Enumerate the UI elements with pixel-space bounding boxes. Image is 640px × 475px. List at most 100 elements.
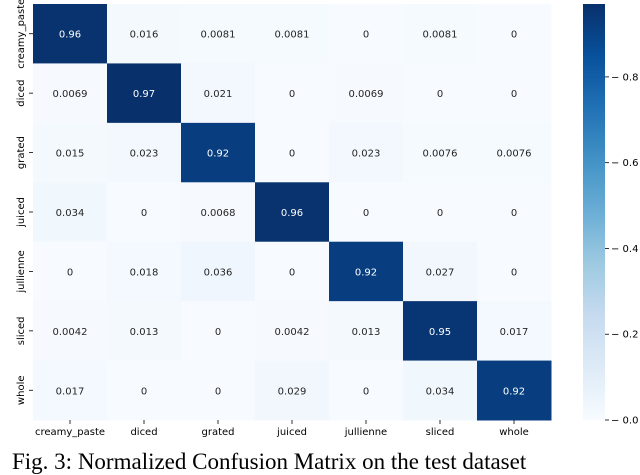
heatmap-cell-1-3	[255, 63, 330, 124]
cell-value-label: 0	[363, 386, 369, 397]
cell-value-label: 0.0042	[53, 327, 88, 338]
cell-value-label: 0.0076	[497, 149, 532, 160]
colorbar: − 0.0 − 0.2 − 0.4 − 0.6 − 0.8	[583, 4, 638, 427]
figure-caption: Fig. 3: Normalized Confusion Matrix on t…	[12, 449, 527, 474]
cell-value-label: 0	[215, 386, 221, 397]
x-tick-label-diced: diced	[130, 427, 157, 438]
heatmap-cell-3-6	[477, 182, 552, 243]
colorbar-tick-label: − 0.8	[611, 72, 638, 83]
heatmap-cell-6-2	[181, 360, 256, 421]
heatmap-cell-4-4	[329, 241, 404, 302]
x-tick-labels: creamy_paste diced grated juiced jullienne sl…	[35, 420, 529, 438]
colorbar-tick-label: − 0.6	[611, 158, 638, 169]
cell-value-label: 0	[363, 208, 369, 219]
cell-value-label: 0	[67, 267, 73, 278]
x-tick-label-sliced: sliced	[426, 427, 455, 438]
x-tick-label-juiced: juiced	[276, 427, 307, 438]
cell-value-label: 0	[215, 327, 221, 338]
cell-value-label: 0.0042	[275, 327, 310, 338]
heatmap-cell-2-5	[403, 122, 478, 183]
heatmap-cells: 0.96 0.016 0.0081 0.0081 0 0.0081 0 0.0069 0.97 0…	[33, 4, 552, 421]
cell-value-label: 0	[289, 149, 295, 160]
heatmap-cell-6-5	[403, 360, 478, 421]
heatmap-cell-0-5	[403, 4, 478, 64]
cell-value-label: 0.92	[503, 386, 525, 397]
heatmap-cell-1-4	[329, 63, 404, 124]
cell-value-label: 0	[363, 30, 369, 41]
cell-value-label: 0.013	[352, 327, 381, 338]
cell-value-label: 0.027	[426, 267, 455, 278]
y-tick-label-grated: grated	[16, 136, 27, 169]
cell-value-label: 0.0081	[201, 30, 236, 41]
y-tick-label-creamy_paste: creamy_paste	[16, 0, 27, 69]
cell-value-label: 0	[511, 267, 517, 278]
cell-value-label: 0.92	[355, 267, 377, 278]
heatmap-cell-1-6	[477, 63, 552, 124]
heatmap-cell-6-6	[477, 360, 552, 421]
heatmap-cell-4-1	[107, 241, 182, 302]
colorbar-gradient	[583, 4, 605, 420]
heatmap-cell-1-1	[107, 63, 182, 124]
cell-value-label: 0	[437, 89, 443, 100]
cell-value-label: 0.016	[130, 30, 159, 41]
heatmap-cell-3-2	[181, 182, 256, 243]
cell-value-label: 0.036	[204, 267, 233, 278]
heatmap-cell-0-3	[255, 4, 330, 64]
x-tick-label-grated: grated	[201, 427, 234, 438]
cell-value-label: 0.0076	[423, 149, 458, 160]
cell-value-label: 0.0081	[275, 30, 310, 41]
heatmap-cell-4-5	[403, 241, 478, 302]
heatmap-cell-3-0	[33, 182, 108, 243]
cell-value-label: 0.95	[429, 327, 451, 338]
heatmap-cell-0-0	[33, 4, 108, 64]
heatmap-cell-3-5	[403, 182, 478, 243]
cell-value-label: 0.034	[426, 386, 455, 397]
cell-value-label: 0.96	[281, 208, 303, 219]
cell-value-label: 0	[141, 208, 147, 219]
heatmap-cell-2-4	[329, 122, 404, 183]
heatmap-cell-0-6	[477, 4, 552, 64]
heatmap-cell-3-3	[255, 182, 330, 243]
x-tick-label-whole: whole	[499, 427, 529, 438]
cell-value-label: 0.023	[352, 149, 381, 160]
y-tick-label-diced: diced	[16, 80, 27, 107]
cell-value-label: 0.0068	[201, 208, 236, 219]
cell-value-label: 0	[141, 386, 147, 397]
cell-value-label: 0.017	[500, 327, 529, 338]
heatmap-cell-5-4	[329, 301, 404, 362]
heatmap-cell-5-6	[477, 301, 552, 362]
heatmap-cell-4-6	[477, 241, 552, 302]
heatmap-cell-2-6	[477, 122, 552, 183]
heatmap-cell-6-3	[255, 360, 330, 421]
cell-value-label: 0.0081	[423, 30, 458, 41]
heatmap-cell-4-0	[33, 241, 108, 302]
x-tick-label-creamy_paste: creamy_paste	[35, 427, 105, 438]
cell-value-label: 0.018	[130, 267, 159, 278]
heatmap-cell-5-0	[33, 301, 108, 362]
heatmap-cell-0-1	[107, 4, 182, 64]
heatmap-cell-4-3	[255, 241, 330, 302]
y-tick-label-whole: whole	[16, 375, 27, 405]
colorbar-tick-label: − 0.2	[611, 330, 638, 341]
cell-value-label: 0.034	[56, 208, 85, 219]
cell-value-label: 0.96	[59, 30, 81, 41]
heatmap-cell-1-2	[181, 63, 256, 124]
x-tick-label-jullienne: jullienne	[344, 427, 387, 438]
cell-value-label: 0.015	[56, 149, 85, 160]
cell-value-label: 0.0069	[53, 89, 88, 100]
heatmap-cell-5-2	[181, 301, 256, 362]
cell-value-label: 0	[511, 208, 517, 219]
cell-value-label: 0.021	[204, 89, 233, 100]
cell-value-label: 0.029	[278, 386, 307, 397]
heatmap-cell-6-0	[33, 360, 108, 421]
cell-value-label: 0	[437, 208, 443, 219]
heatmap-cell-4-2	[181, 241, 256, 302]
heatmap-cell-2-1	[107, 122, 182, 183]
heatmap-cell-1-0	[33, 63, 108, 124]
heatmap-cell-0-4	[329, 4, 404, 64]
cell-value-label: 0	[289, 267, 295, 278]
cell-value-label: 0.97	[133, 89, 155, 100]
heatmap-cell-3-1	[107, 182, 182, 243]
colorbar-tick-label: − 0.0	[611, 416, 638, 427]
